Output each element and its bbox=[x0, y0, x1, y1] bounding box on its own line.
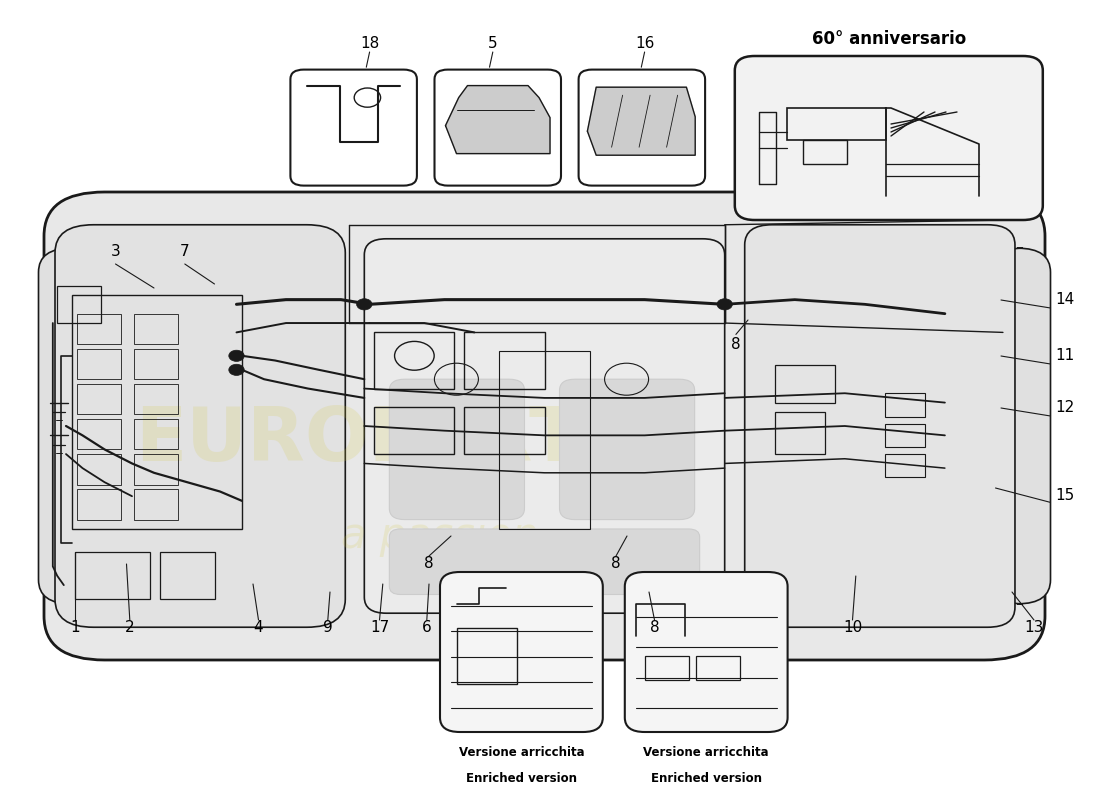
Bar bbox=[774, 412, 825, 454]
Text: 13: 13 bbox=[1024, 621, 1044, 635]
Bar bbox=[774, 365, 835, 402]
Bar bbox=[884, 424, 925, 447]
FancyBboxPatch shape bbox=[990, 248, 1050, 604]
Text: 3: 3 bbox=[111, 245, 120, 259]
Bar bbox=[884, 454, 925, 478]
Text: 18: 18 bbox=[360, 37, 379, 51]
FancyBboxPatch shape bbox=[625, 572, 788, 732]
Bar bbox=[77, 384, 121, 414]
Bar bbox=[134, 349, 178, 379]
Text: 8: 8 bbox=[650, 621, 659, 635]
Bar bbox=[464, 333, 544, 389]
Text: 2: 2 bbox=[125, 621, 134, 635]
Circle shape bbox=[356, 298, 372, 310]
Text: a passion: a passion bbox=[341, 515, 539, 557]
Bar bbox=[374, 407, 454, 454]
Bar bbox=[134, 419, 178, 450]
Text: 8: 8 bbox=[425, 557, 433, 571]
Bar bbox=[464, 407, 544, 454]
FancyBboxPatch shape bbox=[364, 238, 725, 613]
Bar bbox=[499, 351, 590, 529]
Bar bbox=[134, 489, 178, 520]
FancyBboxPatch shape bbox=[389, 529, 700, 594]
Bar bbox=[803, 140, 847, 164]
Bar bbox=[77, 419, 121, 450]
Polygon shape bbox=[587, 87, 695, 155]
Text: 7: 7 bbox=[180, 245, 189, 259]
FancyBboxPatch shape bbox=[735, 56, 1043, 220]
Text: 12: 12 bbox=[1055, 401, 1075, 415]
Text: 17: 17 bbox=[370, 621, 389, 635]
Bar bbox=[645, 656, 689, 680]
FancyBboxPatch shape bbox=[55, 225, 345, 627]
FancyBboxPatch shape bbox=[440, 572, 603, 732]
Bar bbox=[134, 314, 178, 344]
Bar bbox=[160, 552, 215, 599]
Bar bbox=[696, 656, 740, 680]
FancyBboxPatch shape bbox=[745, 225, 1015, 627]
Bar bbox=[75, 552, 150, 599]
Text: EUROPARTS: EUROPARTS bbox=[135, 403, 635, 477]
Circle shape bbox=[717, 298, 733, 310]
Text: Enriched version: Enriched version bbox=[651, 772, 761, 785]
Circle shape bbox=[229, 350, 244, 362]
FancyBboxPatch shape bbox=[389, 379, 525, 520]
Text: 5: 5 bbox=[488, 37, 497, 51]
FancyBboxPatch shape bbox=[39, 248, 99, 604]
Text: 4: 4 bbox=[254, 621, 263, 635]
Bar bbox=[134, 454, 178, 485]
Text: 1: 1 bbox=[70, 621, 79, 635]
Polygon shape bbox=[446, 86, 550, 154]
Bar bbox=[57, 286, 101, 323]
FancyBboxPatch shape bbox=[44, 192, 1045, 660]
Text: Versione arricchita: Versione arricchita bbox=[644, 746, 769, 759]
Circle shape bbox=[229, 364, 244, 375]
Text: 11: 11 bbox=[1055, 349, 1075, 363]
Bar bbox=[786, 108, 886, 140]
Text: Versione arricchita: Versione arricchita bbox=[459, 746, 584, 759]
Bar bbox=[77, 489, 121, 520]
Bar bbox=[884, 394, 925, 417]
Bar bbox=[77, 314, 121, 344]
Bar bbox=[374, 333, 454, 389]
Bar bbox=[456, 628, 517, 684]
Text: 10: 10 bbox=[843, 621, 862, 635]
Bar bbox=[77, 454, 121, 485]
Text: 16: 16 bbox=[635, 37, 654, 51]
Text: 14: 14 bbox=[1055, 293, 1075, 307]
Text: 9: 9 bbox=[323, 621, 332, 635]
Text: 60° anniversario: 60° anniversario bbox=[812, 30, 966, 48]
Bar bbox=[77, 349, 121, 379]
Text: 6: 6 bbox=[422, 621, 431, 635]
Text: Enriched version: Enriched version bbox=[466, 772, 576, 785]
Bar bbox=[72, 295, 242, 529]
Text: 8: 8 bbox=[732, 337, 740, 351]
Text: 15: 15 bbox=[1055, 489, 1075, 503]
Bar bbox=[134, 384, 178, 414]
Text: 8: 8 bbox=[612, 557, 620, 571]
FancyBboxPatch shape bbox=[560, 379, 695, 520]
